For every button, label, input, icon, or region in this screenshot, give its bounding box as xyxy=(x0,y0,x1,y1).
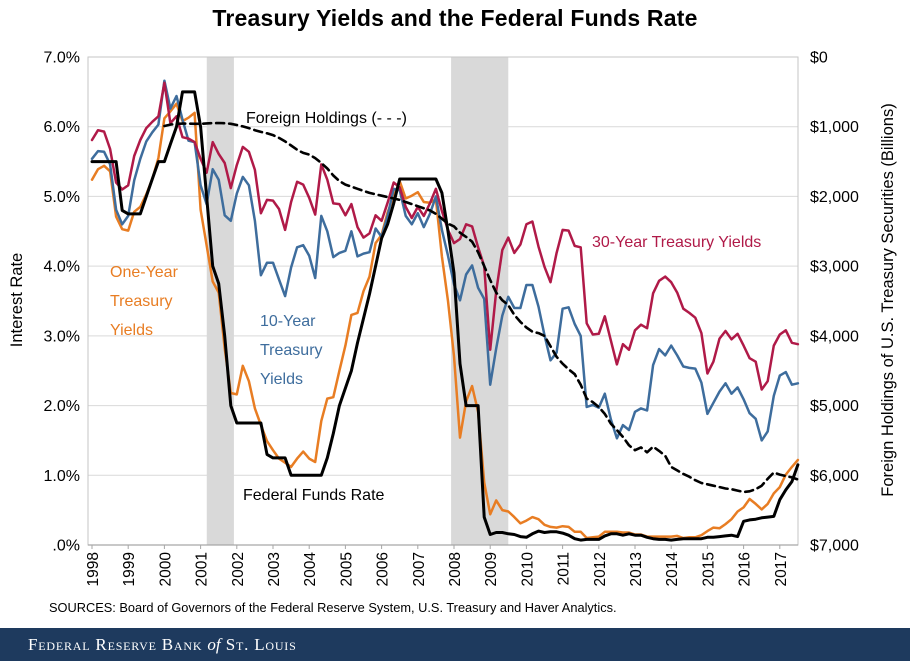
x-tick-label: 2001 xyxy=(194,552,211,586)
right-axis-tick-label: $4,000 xyxy=(810,328,859,345)
right-axis-tick-label: $0 xyxy=(810,50,828,67)
thirty-year-label-line: 30-Year Treasury Yields xyxy=(592,234,761,251)
foreign-holdings-label-line: Foreign Holdings (- - -) xyxy=(246,110,407,127)
left-axis-tick-label: 4.0% xyxy=(44,259,80,276)
x-tick-label: 1998 xyxy=(85,552,102,586)
x-tick-label: 2016 xyxy=(737,552,754,586)
footer-bank-name-of: of xyxy=(207,634,221,654)
left-axis-title: Interest Rate xyxy=(8,253,26,347)
ten-year-label: 10-Year Treasury Yields xyxy=(260,313,323,388)
x-tick-label: 2017 xyxy=(773,552,790,586)
right-axis-tick-label: $7,000 xyxy=(810,538,859,555)
right-axis-tick-label: $5,000 xyxy=(810,398,859,415)
left-axis-tick-label: 3.0% xyxy=(44,328,80,345)
left-axis-tick-label: 2.0% xyxy=(44,398,80,415)
left-axis-tick-label: 5.0% xyxy=(44,189,80,206)
x-tick-label: 2007 xyxy=(411,552,428,586)
chart-title: Treasury Yields and the Federal Funds Ra… xyxy=(212,5,698,31)
x-tick-label: 2009 xyxy=(483,552,500,586)
right-axis-tick-label: $1,000 xyxy=(810,119,859,136)
x-tick-label: 2011 xyxy=(556,552,573,585)
left-axis-tick-label: 6.0% xyxy=(44,119,80,136)
footer-bank-name-part1: Federal Reserve Bank xyxy=(28,634,203,654)
fed-funds-label-line: Federal Funds Rate xyxy=(243,487,385,504)
ten-year-label-line: 10-Year xyxy=(260,313,316,330)
foreign-holdings-label: Foreign Holdings (- - -) xyxy=(246,110,407,127)
series-line-ten-year xyxy=(90,79,800,442)
footer-bar: Federal Reserve Bank of St. Louis xyxy=(0,628,910,661)
x-tick-label: 2006 xyxy=(375,552,392,586)
x-tick-label: 1999 xyxy=(121,552,138,586)
left-axis-tick-label: 7.0% xyxy=(44,50,80,67)
right-axis-tick-label: $3,000 xyxy=(810,259,859,276)
right-axis-title: Foreign Holdings of U.S. Treasury Securi… xyxy=(879,103,897,496)
x-tick-label: 2005 xyxy=(338,552,355,586)
right-axis-tick-label: $6,000 xyxy=(810,468,859,485)
ten-year-label-line: Treasury xyxy=(260,342,323,359)
one-year-label: One-Year Treasury Yields xyxy=(110,264,179,339)
footer-bank-name: Federal Reserve Bank of St. Louis xyxy=(28,635,297,655)
left-axis-tick-label: .0% xyxy=(52,538,80,555)
x-tick-label: 2012 xyxy=(592,552,609,586)
x-tick-label: 2014 xyxy=(664,552,681,587)
sources-note: SOURCES: Board of Governors of the Feder… xyxy=(49,600,617,615)
chart-plot-area: 1998 1999 2000 2001 2002 2003 2004 2005 2006 2007… xyxy=(8,50,897,587)
x-tick-label: 2013 xyxy=(628,552,645,586)
series-line-one-year xyxy=(90,102,800,540)
ten-year-label-line: Yields xyxy=(260,371,303,388)
one-year-label-line: Yields xyxy=(110,322,153,339)
series-line-fed-funds xyxy=(90,90,800,542)
one-year-label-line: Treasury xyxy=(110,293,173,310)
x-tick-label: 2015 xyxy=(700,552,717,586)
fed-funds-label: Federal Funds Rate xyxy=(243,487,385,504)
series-line-foreign-holdings xyxy=(163,121,800,494)
x-tick-label: 2003 xyxy=(266,552,283,586)
x-tick-label: 2004 xyxy=(302,552,319,587)
x-tick-label: 2000 xyxy=(157,552,174,587)
left-axis-tick-label: 1.0% xyxy=(44,468,80,485)
x-tick-label: 2010 xyxy=(519,552,536,587)
x-tick-label: 2008 xyxy=(447,552,464,586)
x-tick-label: 2002 xyxy=(230,552,247,586)
thirty-year-label: 30-Year Treasury Yields xyxy=(592,234,761,251)
one-year-label-line: One-Year xyxy=(110,264,179,281)
footer-bank-name-part2: St. Louis xyxy=(225,634,297,654)
right-axis-tick-label: $2,000 xyxy=(810,189,859,206)
